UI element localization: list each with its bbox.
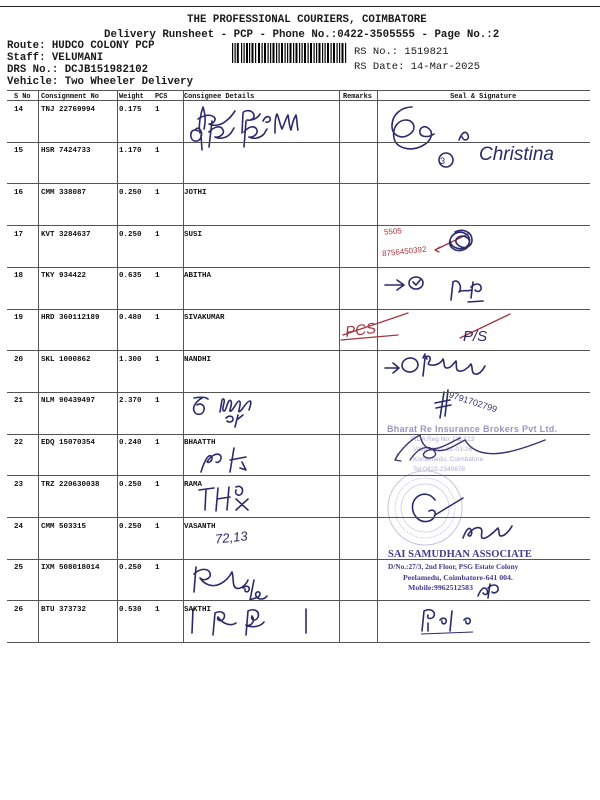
- svg-text:P/S: P/S: [463, 328, 487, 345]
- svg-text:Christina: Christina: [479, 144, 554, 165]
- svg-text:3: 3: [440, 156, 445, 166]
